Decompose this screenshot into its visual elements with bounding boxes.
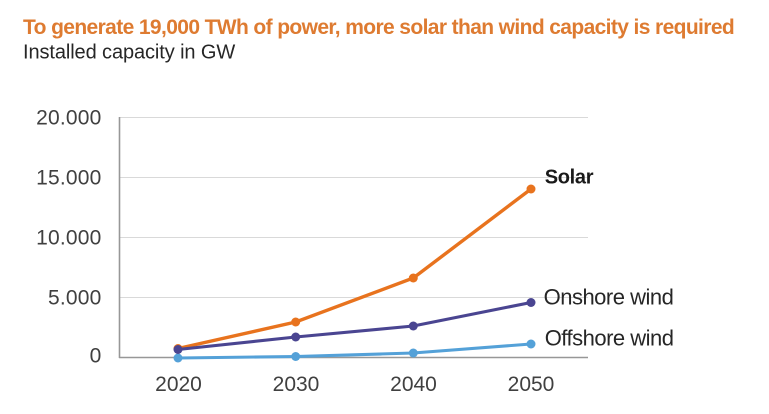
svg-text:Onshore wind: Onshore wind	[544, 285, 674, 310]
svg-text:2020: 2020	[155, 373, 202, 396]
svg-text:Offshore wind: Offshore wind	[545, 326, 674, 351]
svg-text:10.000: 10.000	[36, 227, 101, 250]
svg-text:5.000: 5.000	[48, 287, 102, 310]
svg-text:Installed capacity in GW: Installed capacity in GW	[23, 42, 235, 64]
svg-text:15.000: 15.000	[36, 167, 101, 190]
svg-text:2050: 2050	[508, 373, 555, 396]
svg-text:20.000: 20.000	[36, 107, 101, 130]
svg-text:2040: 2040	[390, 373, 437, 396]
svg-text:To generate 19,000 TWh of powe: To generate 19,000 TWh of power, more so…	[23, 16, 734, 39]
svg-text:2030: 2030	[273, 373, 320, 396]
svg-text:0: 0	[90, 345, 102, 368]
svg-text:Solar: Solar	[545, 167, 594, 189]
